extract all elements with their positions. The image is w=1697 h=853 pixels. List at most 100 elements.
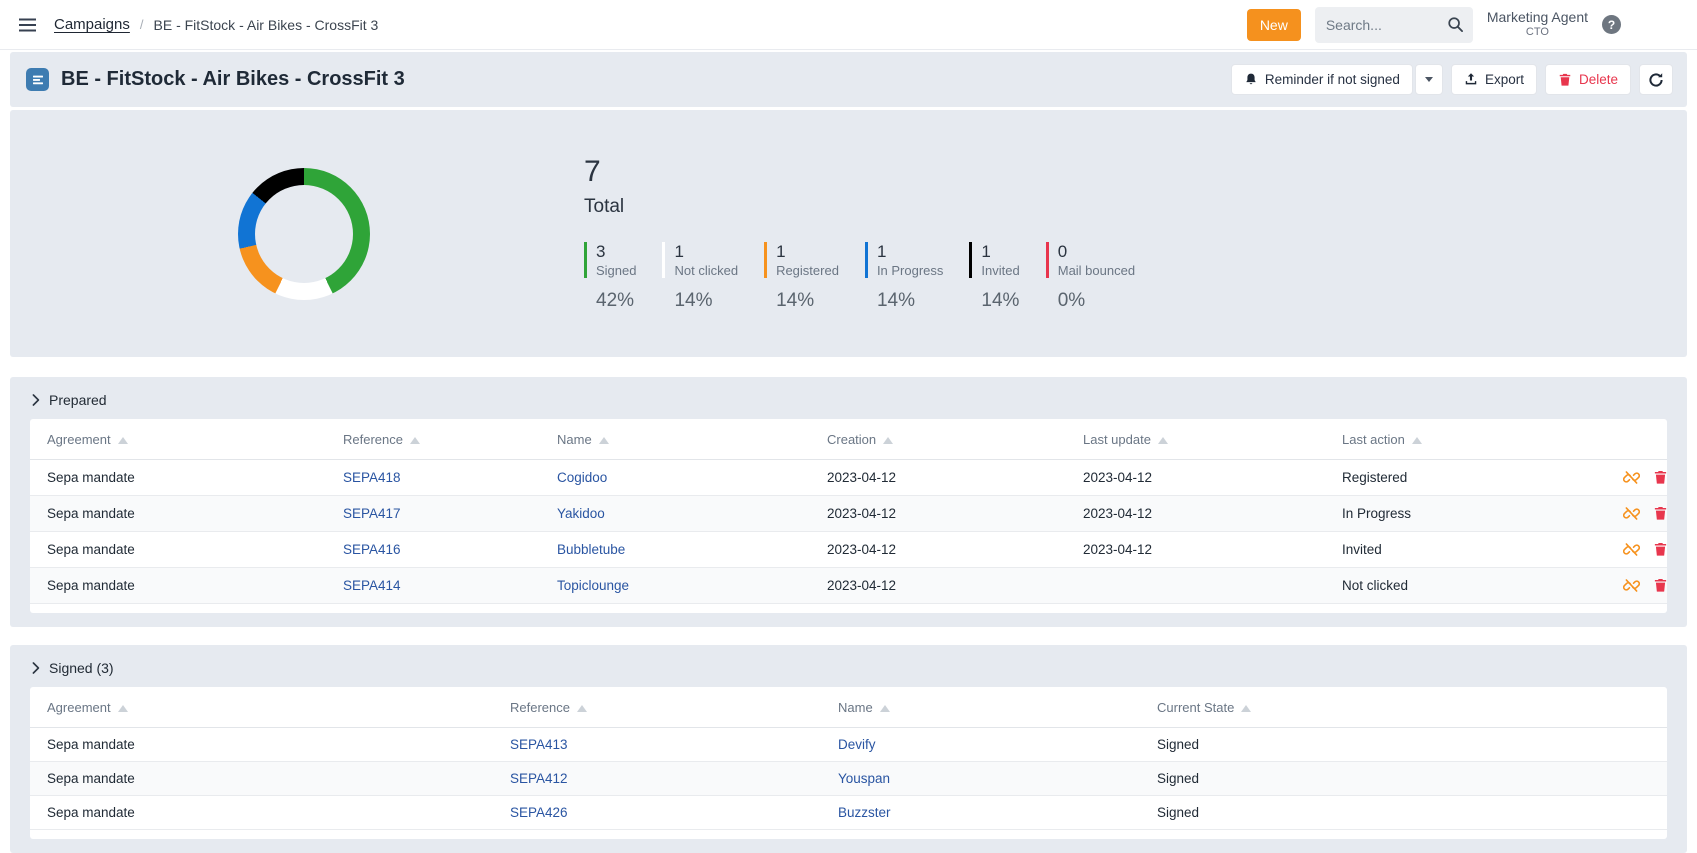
stat-value: 0 [1057,241,1068,261]
column-header-name[interactable]: Name [557,419,827,460]
stat-value: 1 [776,241,786,261]
column-header-current-state[interactable]: Current State [1157,687,1667,728]
page-header: BE - FitStock - Air Bikes - CrossFit 3 R… [10,52,1687,107]
reference-link[interactable]: SEPA417 [343,506,401,521]
stat-percent: 14% [674,290,713,312]
cell-creation: 2023-04-12 [827,531,1083,568]
menu-icon [18,18,36,32]
trash-icon[interactable] [1653,577,1667,594]
name-link[interactable]: Topiclounge [557,578,630,593]
stat-percent: 14% [876,290,915,312]
chevron-right-icon [32,394,40,406]
stat-value: 1 [981,241,991,261]
menu-button[interactable] [14,12,40,38]
cell-agreement: Sepa mandate [30,459,343,496]
stat-value: 3 [596,241,606,261]
bell-icon [1244,72,1258,87]
cell-current-state: Signed [1157,727,1667,762]
name-link[interactable]: Buzzster [838,805,891,820]
name-link[interactable]: Bubbletube [557,542,626,557]
column-header-last-update[interactable]: Last update [1083,419,1342,460]
signed-section-toggle[interactable]: Signed (3) [30,653,1667,683]
sort-asc-icon [1157,437,1168,444]
cell-creation: 2023-04-12 [827,495,1083,532]
column-header-agreement[interactable]: Agreement [30,687,510,728]
refresh-icon [1648,72,1664,88]
prepared-section-toggle[interactable]: Prepared [30,385,1667,415]
stat-value: 1 [876,241,887,261]
signed-table-card: Agreement Reference Name Current State S… [30,687,1667,839]
breadcrumb-separator: / [139,17,144,32]
user-role: CTO [1525,26,1549,39]
reference-link[interactable]: SEPA426 [510,805,568,820]
table-header-row: Agreement Reference Name Creation Last u… [30,419,1667,460]
column-header-name[interactable]: Name [838,687,1157,728]
stat-invited: 1 Invited 14% [969,241,1020,313]
cell-agreement: Sepa mandate [30,495,343,532]
section-label: Prepared [49,392,107,408]
unlink-icon[interactable] [1623,577,1640,594]
cell-agreement: Sepa mandate [30,567,343,604]
search-box [1314,6,1473,43]
new-button[interactable]: New [1246,8,1301,41]
trash-icon[interactable] [1653,541,1667,558]
user-menu[interactable]: Marketing Agent CTO [1487,9,1588,40]
table-row: Sepa mandate SEPA413 Devify Signed [30,727,1667,762]
reference-link[interactable]: SEPA413 [510,737,568,752]
column-header-creation[interactable]: Creation [827,419,1083,460]
cell-last-update: 2023-04-12 [1083,531,1342,568]
donut-hole [255,184,353,283]
signed-table: Agreement Reference Name Current State S… [30,687,1667,830]
reference-link[interactable]: SEPA418 [343,470,401,485]
cell-last-update: 2023-04-12 [1083,459,1342,496]
sort-asc-icon [1241,705,1252,712]
sort-asc-icon [598,437,609,444]
column-header-last-action[interactable]: Last action [1342,419,1623,460]
topbar-right: New Marketing Agent CTO ? [1246,6,1621,43]
stat-label: Registered [776,263,839,279]
reminder-button[interactable]: Reminder if not signed [1230,64,1413,95]
unlink-icon[interactable] [1623,505,1640,522]
reference-link[interactable]: SEPA414 [343,578,401,593]
sort-asc-icon [883,437,894,444]
help-icon[interactable]: ? [1602,15,1621,34]
summary-panel: 7 Total 3 Signed 42% 1 Not clicked 14% 1 [10,110,1687,357]
column-header-reference[interactable]: Reference [510,687,838,728]
prepared-table: Agreement Reference Name Creation Last u… [30,419,1667,604]
prepared-table-card: Agreement Reference Name Creation Last u… [30,419,1667,613]
unlink-icon[interactable] [1623,469,1640,486]
user-name: Marketing Agent [1486,8,1588,25]
refresh-button[interactable] [1639,64,1673,95]
cell-last-action: In Progress [1342,495,1623,532]
reminder-dropdown-button[interactable] [1414,64,1443,95]
name-link[interactable]: Yakidoo [557,506,605,521]
search-input[interactable] [1325,16,1447,33]
breadcrumb-campaigns-link[interactable]: Campaigns [54,16,130,33]
name-link[interactable]: Cogidoo [557,470,608,485]
stat-label: In Progress [876,263,944,279]
cell-agreement: Sepa mandate [30,727,510,762]
trash-icon[interactable] [1653,469,1667,486]
title-actions: Reminder if not signed Export Delete [1230,64,1673,95]
sort-asc-icon [1411,437,1422,444]
stat-percent: 14% [981,290,1020,312]
unlink-icon[interactable] [1623,541,1640,558]
cell-agreement: Sepa mandate [30,761,510,796]
page-title: BE - FitStock - Air Bikes - CrossFit 3 [61,68,405,90]
column-header-reference[interactable]: Reference [343,419,557,460]
name-link[interactable]: Youspan [838,771,891,786]
sort-asc-icon [576,705,587,712]
delete-button[interactable]: Delete [1544,64,1631,95]
summary-stats: 7 Total 3 Signed 42% 1 Not clicked 14% 1 [584,155,1135,313]
reference-link[interactable]: SEPA412 [510,771,568,786]
cell-last-action: Registered [1342,459,1623,496]
column-header-agreement[interactable]: Agreement [30,419,343,460]
cell-agreement: Sepa mandate [30,531,343,568]
search-icon[interactable] [1447,16,1464,33]
name-link[interactable]: Devify [838,737,876,752]
trash-icon[interactable] [1653,505,1667,522]
export-button[interactable]: Export [1450,64,1537,95]
reference-link[interactable]: SEPA416 [343,542,401,557]
table-row: Sepa mandate SEPA416 Bubbletube 2023-04-… [30,531,1667,568]
cell-creation: 2023-04-12 [827,459,1083,496]
